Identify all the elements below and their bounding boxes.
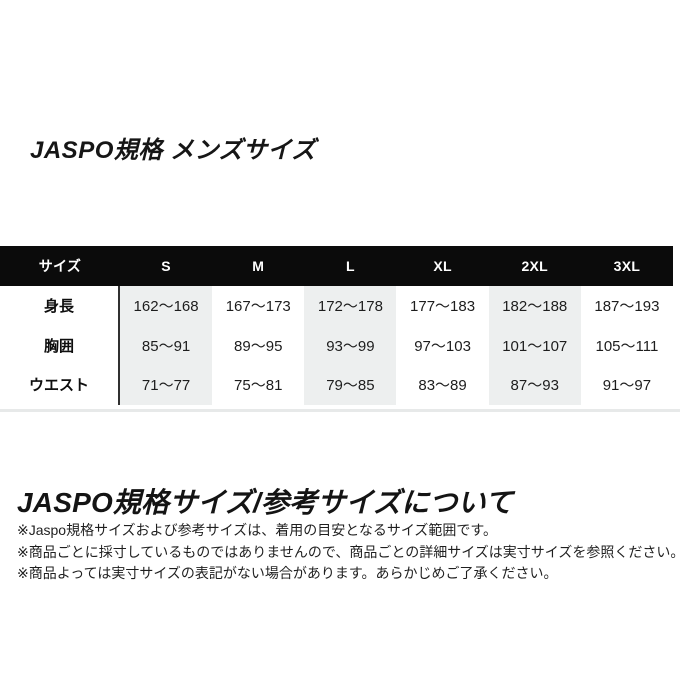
row-label-height: 身長	[0, 286, 120, 326]
size-value-cell: 89〜95	[234, 337, 283, 355]
note-line-2: ※商品ごとに採寸しているものではありませんので、商品ごとの詳細サイズは実寸サイズ…	[17, 543, 680, 560]
header-cell-m: M	[252, 258, 265, 274]
table-bottom-rule	[0, 409, 680, 412]
table-row-waist: ウエスト 71〜77 75〜81 79〜85 83〜89 87〜93 91〜97	[0, 365, 673, 405]
size-value-cell: 187〜193	[594, 298, 660, 316]
size-value-cell: 87〜93	[488, 365, 581, 405]
header-cell-size: サイズ	[38, 258, 82, 274]
size-table-header-row: サイズ S M L XL 2XL 3XL	[0, 246, 673, 286]
size-value-cell: 162〜168	[120, 286, 213, 326]
page-title: JASPO規格 メンズサイズ	[30, 137, 316, 164]
size-value-cell: 167〜173	[225, 298, 291, 316]
size-value-cell: 182〜188	[488, 286, 581, 326]
header-cell-l: L	[345, 258, 355, 274]
table-row-height: 身長 162〜168 167〜173 172〜178 177〜183 182〜1…	[0, 286, 673, 326]
table-row-chest: 胸囲 85〜91 89〜95 93〜99 97〜103 101〜107 105〜…	[0, 325, 673, 365]
size-value-cell: 97〜103	[414, 337, 471, 355]
size-value-cell: 172〜178	[304, 286, 397, 326]
note-line-3: ※商品よっては実寸サイズの表記がない場合があります。あらかじめご了承ください。	[17, 565, 558, 581]
size-value-cell: 79〜85	[304, 365, 397, 405]
row-label-chest: 胸囲	[0, 325, 120, 365]
notes-block: ※Jaspo規格サイズおよび参考サイズは、着用の目安となるサイズ範囲です。 ※商…	[17, 520, 680, 585]
size-value-cell: 91〜97	[602, 377, 652, 395]
size-value-cell: 177〜183	[410, 298, 476, 316]
size-value-cell: 105〜111	[595, 337, 659, 355]
size-value-cell: 93〜99	[304, 325, 397, 365]
size-value-cell: 71〜77	[120, 365, 213, 405]
header-cell-3xl: 3XL	[613, 258, 641, 274]
size-value-cell: 83〜89	[418, 377, 467, 395]
row-label-waist: ウエスト	[0, 365, 120, 405]
size-value-cell: 101〜107	[488, 325, 581, 365]
size-table: サイズ S M L XL 2XL 3XL 身長 162〜168 167〜173 …	[0, 246, 673, 405]
header-cell-s: S	[161, 258, 171, 274]
size-value-cell: 75〜81	[234, 377, 283, 395]
header-cell-2xl: 2XL	[521, 258, 549, 274]
header-cell-xl: XL	[433, 258, 452, 274]
note-line-1: ※Jaspo規格サイズおよび参考サイズは、着用の目安となるサイズ範囲です。	[17, 522, 498, 538]
size-value-cell: 85〜91	[120, 325, 213, 365]
section-heading: JASPO規格サイズ/参考サイズについて	[17, 487, 514, 518]
